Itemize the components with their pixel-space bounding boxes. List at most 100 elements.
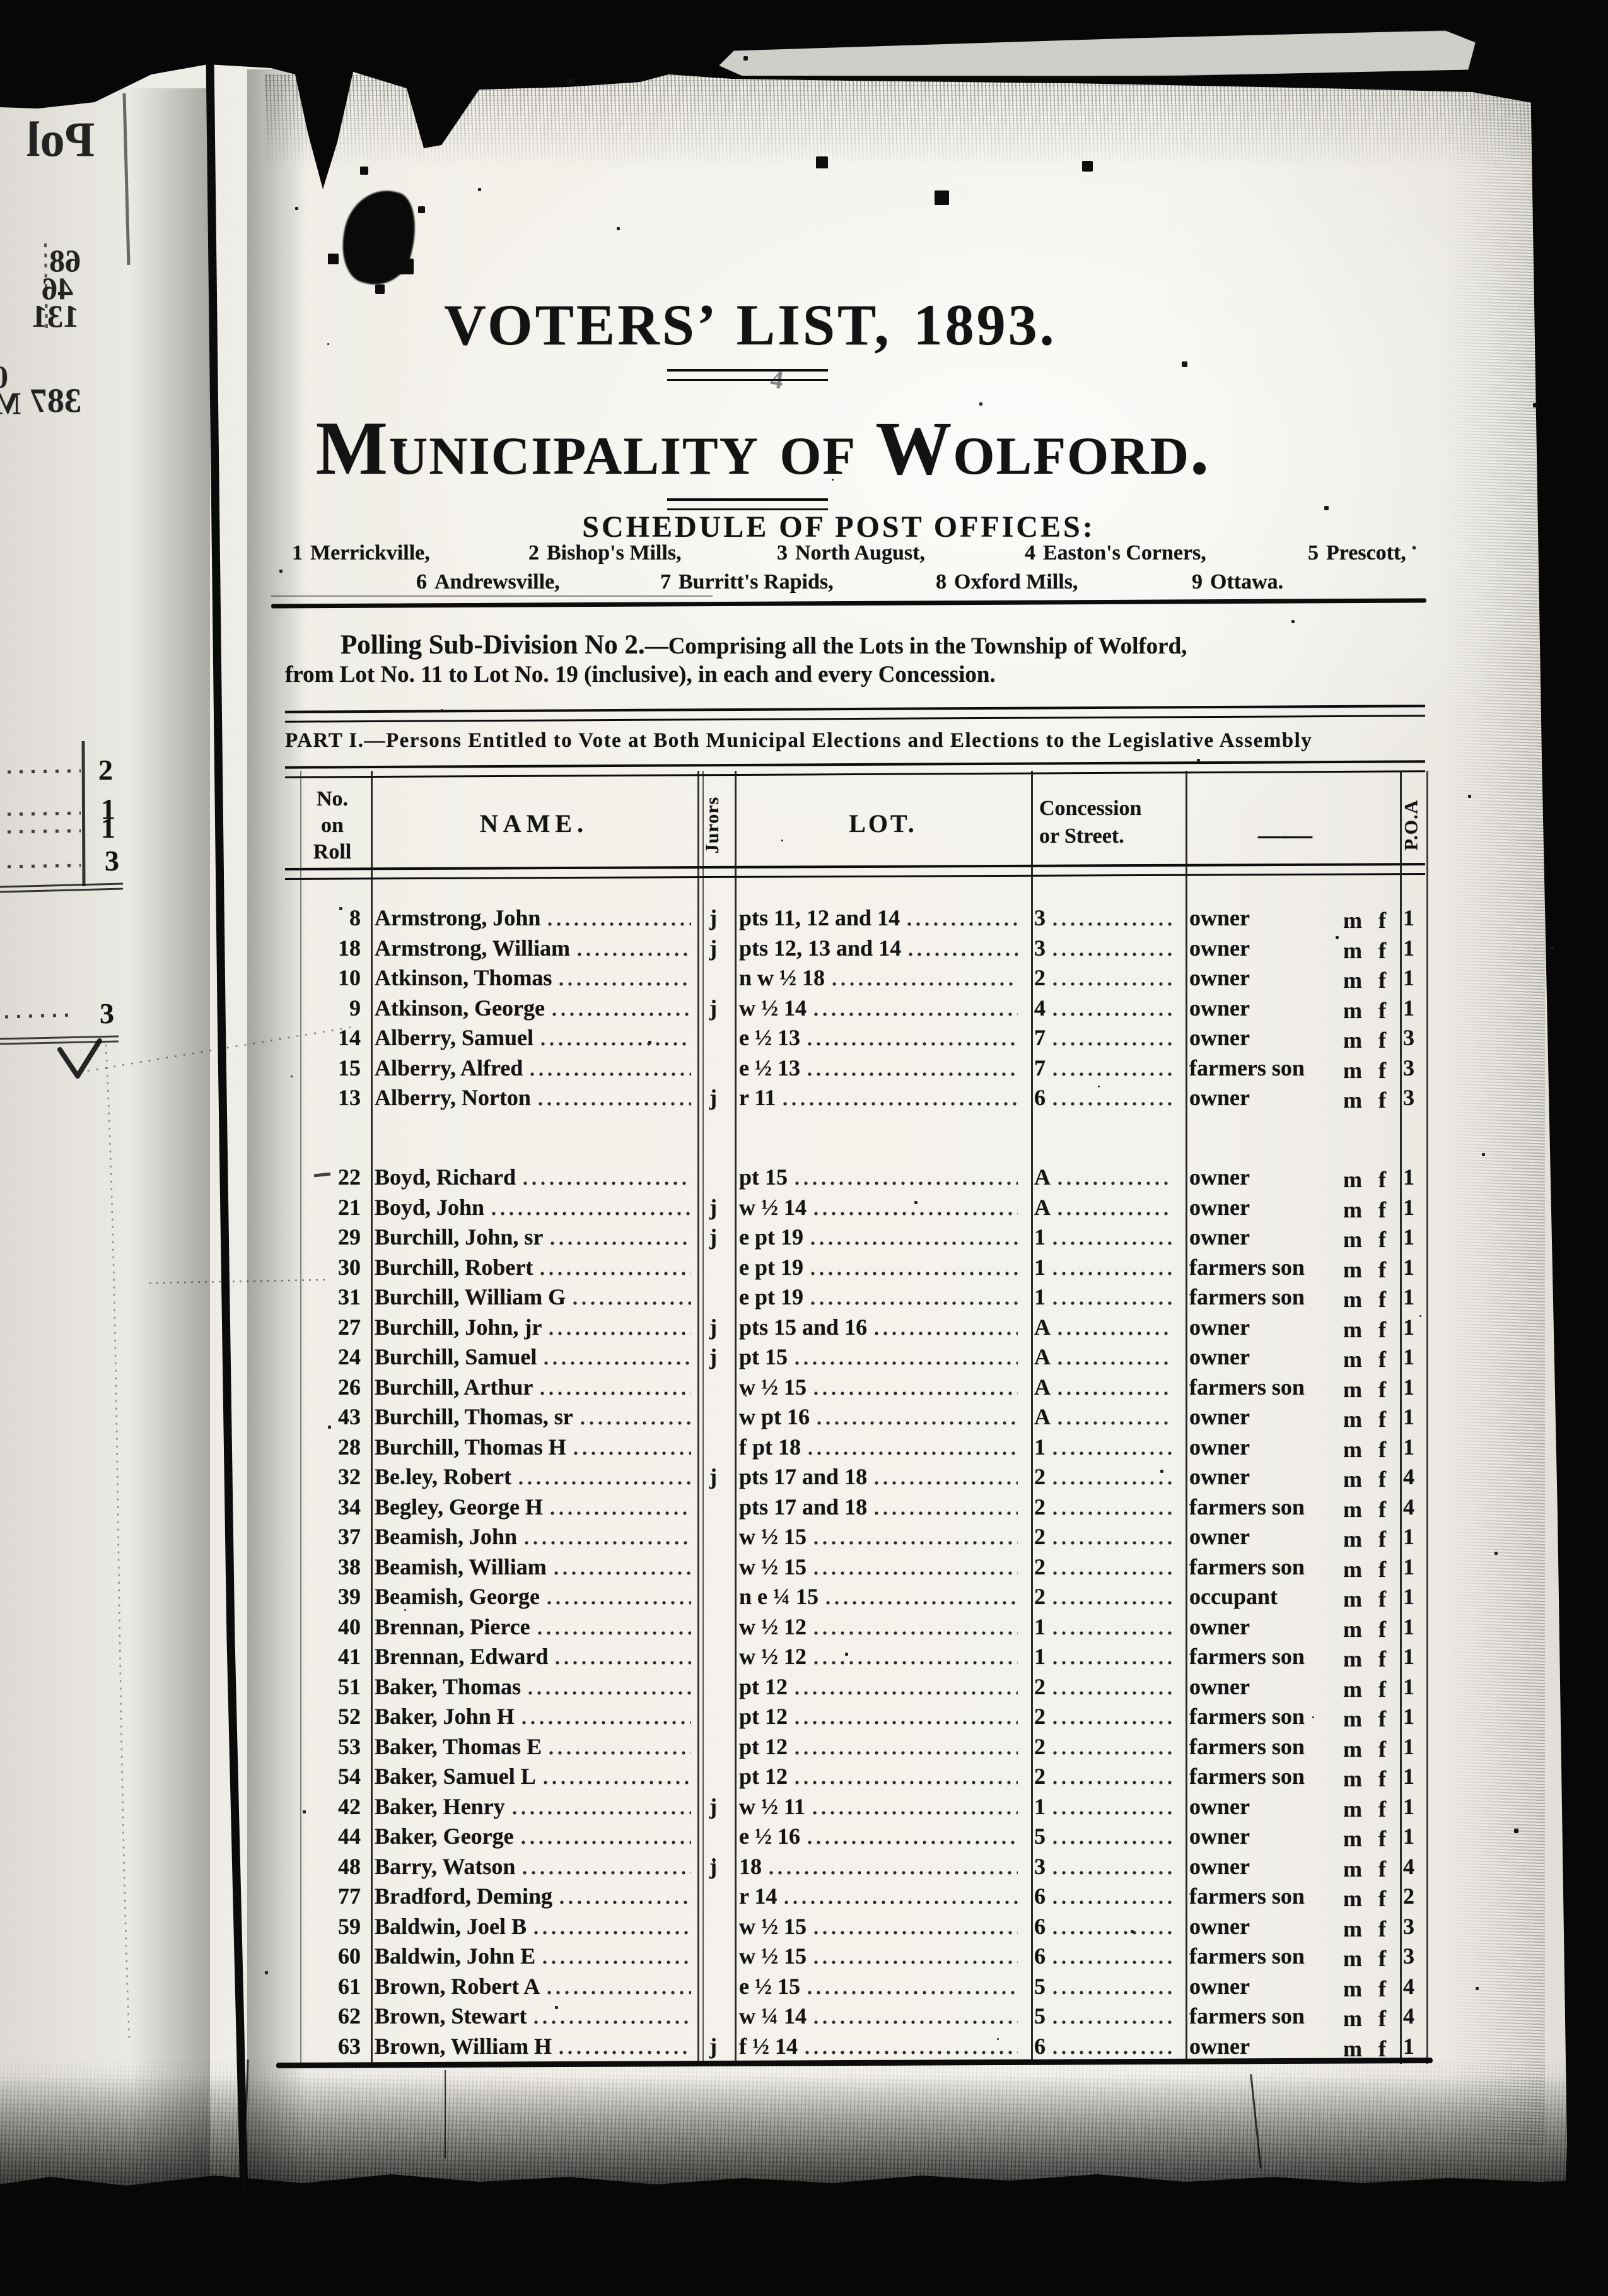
status-cell: owner m f xyxy=(1178,1344,1391,1372)
lot-description: f ½ 14 xyxy=(739,2033,798,2059)
m-mark: m xyxy=(1343,1526,1362,1552)
dot-leader xyxy=(795,1721,1018,1725)
roll-number: 14 xyxy=(338,1025,361,1050)
lot-description: pts 15 and 16 xyxy=(739,1314,868,1340)
lot-description: pt 15 xyxy=(739,1164,788,1190)
roll-number: 18 xyxy=(338,935,361,961)
name-cell: Alberry, Samuel xyxy=(367,1024,697,1051)
dot-leader xyxy=(1058,1421,1172,1425)
lot-description: e ½ 13 xyxy=(739,1055,800,1081)
status-cell: farmers son m f xyxy=(1178,1055,1391,1083)
dot-leader xyxy=(540,1391,691,1395)
poa-number: 3 xyxy=(1403,1025,1414,1050)
name-cell: Barry, Watson xyxy=(367,1853,697,1880)
concession-number: 2 xyxy=(1034,965,1046,990)
concession-number: 2 xyxy=(1034,1554,1046,1579)
scan-mottle xyxy=(1444,88,1545,2145)
column-header-concession: Concession or Street. xyxy=(1039,795,1184,850)
status-cell: farmers son m f xyxy=(1178,1733,1391,1762)
bleed-table-border xyxy=(122,93,131,266)
tenure-status: owner xyxy=(1189,1913,1250,1939)
dot-leader xyxy=(909,952,1018,956)
concession-cell: 2 xyxy=(1024,1463,1178,1490)
voter-name: Burchill, William G xyxy=(375,1284,566,1309)
m-mark: m xyxy=(1343,1676,1362,1702)
dot-leader xyxy=(573,1451,691,1455)
roll-number: 41 xyxy=(338,1644,361,1669)
voter-name: Burchill, John, sr xyxy=(375,1224,544,1250)
concession-number: 1 xyxy=(1034,1434,1046,1460)
title-divider xyxy=(667,498,828,510)
f-mark: f xyxy=(1378,1736,1386,1762)
dot-leader xyxy=(814,1211,1018,1215)
lot-description: w ½ 12 xyxy=(739,1644,807,1669)
dot-leader xyxy=(1053,1241,1172,1245)
column-header-jurors-text: Jurors xyxy=(702,796,723,854)
roll-number: 27 xyxy=(338,1314,361,1340)
f-mark: f xyxy=(1378,1706,1386,1731)
poa-number: 1 xyxy=(1403,1554,1414,1579)
table-row: 32 Be.ley, Robert j pts 17 and 18 2 owner m f 4 xyxy=(296,1461,1426,1492)
voter-name: Baker, Thomas xyxy=(375,1673,521,1699)
concession-cell: 2 xyxy=(1024,1494,1178,1520)
dot-leader xyxy=(1053,1012,1172,1016)
table-row: 14 Alberry, Samuel e ½ 13 7 owner m f 3 xyxy=(296,1022,1426,1053)
tenure-status: owner xyxy=(1189,1824,1250,1849)
roll-number: 60 xyxy=(338,1943,361,1969)
roll-number: 8 xyxy=(349,905,361,930)
lot-cell: r 14 xyxy=(729,1883,1024,1909)
dot-leader xyxy=(813,1810,1018,1815)
concession-number: 1 xyxy=(1034,1793,1046,1819)
poa-number: 1 xyxy=(1403,1164,1414,1190)
paper-specks xyxy=(0,0,1,1)
voter-name: Brown, Robert A xyxy=(375,1973,540,1999)
handwritten-checkmark xyxy=(57,1038,102,1079)
lot-cell: e pt 19 xyxy=(729,1224,1024,1250)
concession-cell: 3 xyxy=(1024,1853,1178,1880)
tenure-status: owner xyxy=(1189,1853,1250,1879)
post-office-number: 5 xyxy=(1308,541,1319,565)
name-cell: Burchill, Samuel xyxy=(367,1344,697,1370)
concession-number: 3 xyxy=(1034,935,1046,961)
status-cell: owner m f xyxy=(1178,1403,1391,1432)
post-office-name: Prescott, xyxy=(1326,541,1406,565)
dot-leader xyxy=(578,952,691,956)
dot-leader xyxy=(1058,1391,1172,1395)
post-office-number: 7 xyxy=(660,570,671,594)
f-mark: f xyxy=(1378,1087,1386,1113)
column-header-concession-line: or Street. xyxy=(1039,824,1124,848)
voter-name: Beamish, John xyxy=(375,1524,518,1549)
dot-leader xyxy=(907,922,1018,926)
post-office-item: 6 Andrewsville, xyxy=(416,570,560,594)
tenure-status: owner xyxy=(1189,1434,1250,1460)
voter-name: Atkinson, Thomas xyxy=(375,965,552,990)
concession-number: 6 xyxy=(1034,2033,1046,2059)
bleed-dot-leaders xyxy=(4,769,81,1019)
roll-number: 34 xyxy=(338,1494,361,1520)
concession-cell: 2 xyxy=(1024,964,1178,991)
m-mark: m xyxy=(1343,1616,1362,1642)
concession-cell: A xyxy=(1024,1314,1178,1340)
f-mark: f xyxy=(1378,1556,1386,1582)
voter-name: Armstrong, John xyxy=(375,905,541,930)
dot-leader xyxy=(832,982,1018,986)
book-spine-line xyxy=(206,57,251,2296)
m-mark: m xyxy=(1343,1946,1362,1971)
tenure-status: owner xyxy=(1189,1224,1250,1250)
dot-leader xyxy=(1053,952,1172,956)
concession-cell: 1 xyxy=(1024,1254,1178,1280)
roll-number: 15 xyxy=(338,1055,361,1081)
dot-leader xyxy=(814,1960,1018,1964)
voter-name: Burchill, John, jr xyxy=(375,1314,542,1340)
m-mark: m xyxy=(1343,1028,1362,1053)
tenure-status: owner xyxy=(1189,1614,1250,1639)
concession-cell: 5 xyxy=(1024,1823,1178,1849)
m-mark: m xyxy=(1343,1087,1362,1113)
dot-leader xyxy=(1053,1781,1172,1784)
lot-description: e pt 19 xyxy=(739,1254,803,1280)
